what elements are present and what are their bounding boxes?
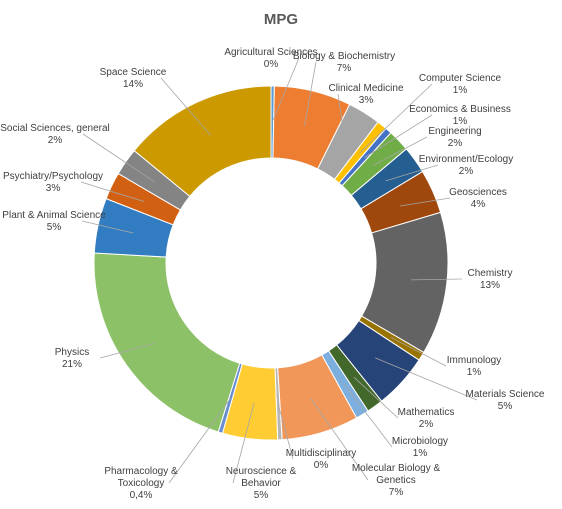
data-label-psychiatry-psychology: Psychiatry/Psychology 3% bbox=[3, 171, 103, 194]
leader-line-psychiatry-psychology bbox=[80, 181, 145, 202]
leader-line-pharmacology-toxicology bbox=[168, 397, 232, 484]
data-label-immunology: Immunology 1% bbox=[447, 355, 501, 378]
data-label-molecular-biology-genetics: Molecular Biology & Genetics 7% bbox=[352, 463, 441, 498]
leader-line-plant-animal-science bbox=[81, 220, 134, 234]
data-label-materials-science: Materials Science 5% bbox=[466, 389, 545, 412]
leader-line-space-science bbox=[160, 77, 212, 136]
slice-physics bbox=[93, 252, 241, 433]
leader-line-microbiology bbox=[343, 383, 393, 448]
data-label-pharmacology-toxicology: Pharmacology & Toxicology 0,4% bbox=[104, 466, 178, 501]
data-label-plant-animal-science: Plant & Animal Science 5% bbox=[2, 210, 106, 233]
data-label-multidisciplinary: Multidisciplinary 0% bbox=[286, 448, 357, 471]
data-labels-group: Agricultural Sciences 0%Biology & Biochem… bbox=[0, 47, 545, 501]
data-label-engineering: Engineering 2% bbox=[428, 126, 481, 149]
leader-line-materials-science bbox=[375, 357, 478, 401]
data-label-agricultural-sciences: Agricultural Sciences 0% bbox=[224, 47, 317, 70]
leader-line-engineering bbox=[372, 136, 428, 166]
data-label-biology-biochemistry: Biology & Biochemistry 7% bbox=[293, 51, 395, 74]
leader-line-neuroscience-behavior bbox=[232, 402, 255, 484]
leader-line-social-sciences-general bbox=[82, 133, 156, 183]
data-label-neuroscience-behavior: Neuroscience & Behavior 5% bbox=[226, 466, 297, 501]
slice-space-science bbox=[133, 85, 272, 198]
leader-line-molecular-biology-genetics bbox=[310, 398, 369, 481]
data-label-geosciences: Geosciences 4% bbox=[449, 187, 507, 210]
leader-line-immunology bbox=[390, 336, 447, 367]
data-label-clinical-medicine: Clinical Medicine 3% bbox=[328, 83, 403, 106]
leader-line-environment-ecology bbox=[385, 164, 439, 182]
leader-line-multidisciplinary bbox=[277, 403, 294, 460]
leader-line-economics-business bbox=[364, 114, 433, 158]
data-label-space-science: Space Science 14% bbox=[100, 67, 167, 90]
data-label-economics-business: Economics & Business 1% bbox=[409, 104, 511, 127]
data-label-environment-ecology: Environment/Ecology 2% bbox=[419, 154, 514, 177]
leader-line-geosciences bbox=[399, 197, 451, 207]
leader-line-chemistry bbox=[410, 278, 463, 281]
data-label-social-sciences-general: Social Sciences, general 2% bbox=[0, 123, 110, 146]
leader-line-computer-science bbox=[359, 83, 433, 154]
leader-line-clinical-medicine bbox=[337, 93, 346, 144]
leader-lines-group bbox=[80, 57, 478, 484]
leader-line-mathematics bbox=[353, 376, 399, 419]
chart-title: MPG bbox=[264, 11, 298, 28]
leader-line-physics bbox=[99, 342, 156, 359]
data-label-computer-science: Computer Science 1% bbox=[419, 73, 502, 96]
data-label-physics: Physics 21% bbox=[55, 347, 89, 370]
slices-group bbox=[93, 85, 449, 441]
data-label-chemistry: Chemistry 13% bbox=[467, 268, 512, 291]
leader-line-agricultural-sciences bbox=[271, 57, 300, 123]
data-label-microbiology: Microbiology 1% bbox=[392, 436, 448, 459]
leader-line-biology-biochemistry bbox=[304, 61, 317, 127]
data-label-mathematics: Mathematics 2% bbox=[398, 407, 455, 430]
